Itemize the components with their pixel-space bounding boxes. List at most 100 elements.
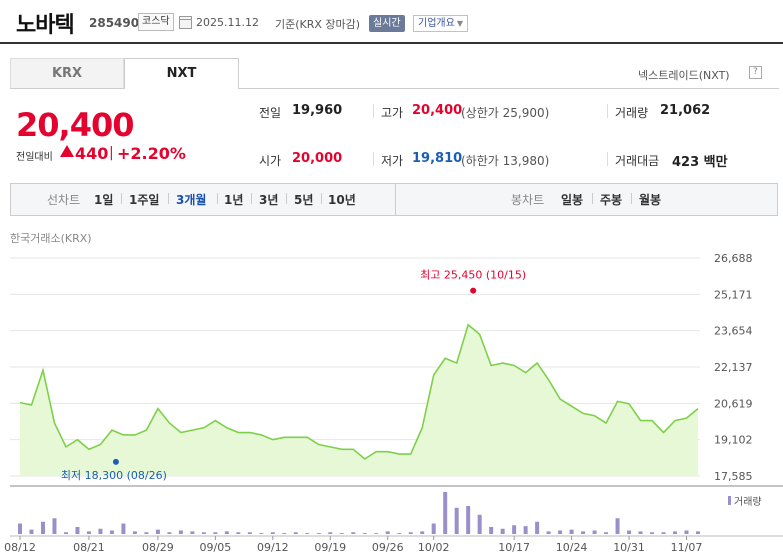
volume-bar (569, 529, 574, 534)
x-tick-label: 10/02 (418, 541, 450, 553)
volume-bar (443, 492, 448, 534)
period-1d[interactable]: 1일 (94, 193, 114, 207)
volume-bar (673, 531, 678, 534)
upper-limit: (상한가 25,900) (461, 106, 550, 120)
help-icon[interactable]: ? (749, 66, 762, 79)
period-1y[interactable]: 1년 (224, 193, 244, 207)
period-bar-divider (395, 183, 396, 216)
volume-bar (213, 532, 218, 534)
x-tick-label: 09/12 (257, 541, 289, 553)
realtime-button[interactable]: 실시간 (369, 15, 405, 32)
high-value: 20,400 (412, 103, 463, 118)
volume-bar (144, 532, 149, 534)
max-marker (470, 287, 477, 294)
candle-weekly[interactable]: 주봉 (600, 193, 623, 207)
volume-bar (431, 523, 436, 534)
volume-legend-label: 거래량 (734, 496, 762, 508)
volume-bar (75, 527, 80, 534)
period-10y[interactable]: 10년 (328, 193, 356, 207)
nextrade-link[interactable]: 넥스트레이드(NXT) (638, 69, 730, 82)
chevron-down-icon: ▼ (456, 19, 463, 28)
y-tick-label: 17,585 (714, 470, 753, 483)
info-divider (607, 152, 608, 166)
volume-bar (109, 530, 114, 534)
period-separator (286, 193, 287, 204)
line-chart-label: 선차트 (47, 193, 81, 207)
open-label: 시가 (259, 154, 282, 168)
calendar-icon (179, 16, 192, 29)
tab-nxt[interactable]: NXT (124, 58, 239, 89)
period-3y[interactable]: 3년 (259, 193, 279, 207)
period-5y[interactable]: 5년 (294, 193, 314, 207)
min-marker (112, 458, 119, 465)
volume-bar (615, 518, 620, 534)
max-label: 최고 25,450 (10/15) (420, 269, 526, 282)
volume-bar (374, 533, 379, 534)
tab-divider (239, 88, 779, 89)
volume-bar (512, 525, 517, 534)
volume-bar (98, 528, 103, 534)
volume-bar (592, 530, 597, 534)
lower-limit: (하한가 13,980) (461, 154, 550, 168)
volume-bar (52, 518, 57, 534)
volume-bar (190, 531, 195, 534)
volume-bar (650, 532, 655, 534)
period-separator (631, 193, 632, 204)
volume-bar (535, 521, 540, 534)
tab-krx[interactable]: KRX (10, 58, 124, 89)
y-tick-label: 26,688 (714, 252, 753, 265)
volume-bar (558, 530, 563, 534)
volume-bar (638, 531, 643, 534)
period-bar (10, 183, 778, 216)
volume-bar (270, 532, 275, 534)
period-3m[interactable]: 3개월 (176, 193, 207, 207)
period-separator (121, 193, 122, 204)
volume-bar (661, 532, 666, 534)
current-price: 20,400 (16, 106, 134, 144)
volume-bar (178, 530, 183, 534)
period-separator (217, 193, 218, 204)
period-separator (321, 193, 322, 204)
volume-bar (293, 532, 298, 534)
volume-bar (201, 532, 206, 534)
volume-bar (155, 529, 160, 534)
period-1w[interactable]: 1주일 (129, 193, 160, 207)
y-tick-label: 20,619 (714, 397, 753, 410)
volume-bar (63, 532, 68, 534)
company-overview-label: 기업개요 (418, 18, 455, 29)
y-tick-label: 25,171 (714, 288, 753, 301)
x-tick-label: 10/17 (498, 541, 530, 553)
y-axis-ticks: 17,585 19,102 20,619 22,137 23,654 25,171 26,6… (714, 252, 753, 483)
volume-bar (121, 523, 126, 534)
period-separator (251, 193, 252, 204)
low-value: 19,810 (412, 151, 463, 166)
stock-name: 노바텍 (16, 13, 75, 38)
change-value: 440 (75, 144, 109, 163)
volume-bar (132, 531, 137, 534)
volume-bar (477, 514, 482, 534)
chart-markers: 최고 25,450 (10/15) 최저 18,300 (08/26) (61, 269, 526, 482)
change-separator: | (109, 145, 114, 161)
volume-bar (454, 507, 459, 534)
volume-bar (224, 531, 229, 534)
x-tick-label: 08/12 (4, 541, 36, 553)
volume-bar (40, 521, 45, 534)
volume-bars: 거래량 (18, 492, 762, 534)
volume-bar (305, 533, 310, 534)
price-area (20, 324, 698, 476)
chart-source-caption: 한국거래소(KRX) (10, 232, 92, 245)
candle-daily[interactable]: 일봉 (561, 193, 584, 207)
volume-bar (466, 506, 471, 534)
volume-bar (420, 531, 425, 534)
chart-grid (10, 257, 783, 537)
period-separator (592, 193, 593, 204)
volume-bar (546, 531, 551, 534)
volume-bar (328, 532, 333, 534)
candle-chart-label: 봉차트 (511, 193, 545, 207)
company-overview-dropdown[interactable]: 기업개요 ▼ (413, 15, 468, 32)
candle-monthly[interactable]: 월봉 (639, 193, 662, 207)
y-tick-label: 22,137 (714, 361, 753, 374)
market-badge: 코스닥 (138, 13, 174, 31)
volume-bar (247, 532, 252, 534)
volume-bar (604, 532, 609, 534)
